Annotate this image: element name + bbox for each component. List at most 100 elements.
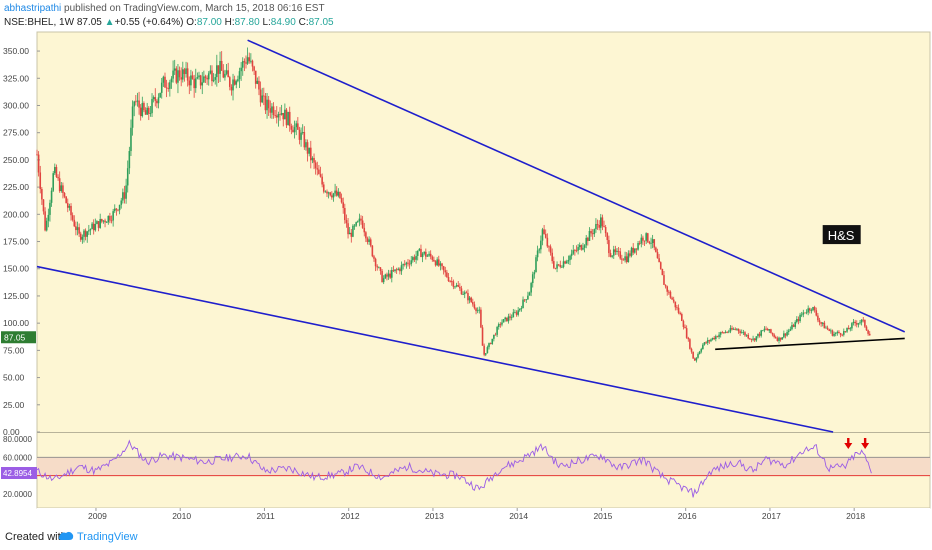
- candle-body: [689, 339, 691, 349]
- candle-body: [855, 323, 858, 325]
- candle-body: [347, 223, 349, 235]
- candle-body: [369, 239, 372, 246]
- candle-body: [559, 264, 562, 267]
- candle-body: [133, 101, 136, 107]
- x-tick-label: 2009: [88, 511, 107, 521]
- candle-body: [804, 312, 806, 314]
- candle-body: [794, 322, 797, 327]
- candle-body: [301, 132, 304, 133]
- candle-body: [436, 259, 438, 266]
- candle-body: [97, 221, 100, 228]
- candle-body: [808, 308, 811, 311]
- candle-body: [340, 197, 343, 203]
- candle-body: [295, 123, 298, 128]
- candle-body: [39, 172, 42, 189]
- candle-body: [186, 68, 189, 81]
- trendline-1: [36, 265, 834, 433]
- candle-body: [259, 89, 262, 103]
- candle-body: [800, 314, 803, 316]
- candle-body: [719, 332, 722, 335]
- candle-body: [548, 246, 550, 248]
- candle-body: [329, 192, 332, 196]
- candle-body: [374, 258, 377, 267]
- candle-body: [752, 338, 754, 340]
- candle-body: [410, 260, 413, 265]
- x-tick-label: 2017: [762, 511, 781, 521]
- candle-body: [122, 192, 124, 201]
- candle-body: [250, 60, 252, 62]
- symbol-line: NSE:BHEL, 1W 87.05 ▲+0.55 (+0.64%) O:87.…: [4, 17, 334, 28]
- candle-body: [603, 226, 605, 228]
- candle-body: [867, 330, 869, 334]
- candle-body: [736, 328, 738, 330]
- candle-body: [160, 82, 163, 93]
- candle-body: [191, 75, 194, 79]
- candle-body: [152, 97, 155, 100]
- candle-body: [420, 248, 422, 258]
- candle-body: [807, 308, 809, 313]
- candle-body: [389, 273, 391, 278]
- candle-body: [405, 262, 408, 265]
- candle-body: [489, 343, 492, 344]
- candle-body: [282, 113, 285, 120]
- candle-body: [233, 79, 236, 85]
- candle-body: [311, 157, 314, 161]
- candle-body: [400, 265, 403, 272]
- candle-body: [149, 113, 152, 114]
- candle-body: [428, 253, 430, 256]
- candle-body: [450, 281, 453, 282]
- candle-body: [463, 292, 466, 295]
- candle-body: [698, 351, 701, 355]
- publish-line: abhastripathi published on TradingView.c…: [4, 3, 325, 14]
- candle-body: [480, 309, 482, 328]
- candle-body: [267, 99, 270, 109]
- candle-body: [345, 220, 348, 224]
- candle-body: [604, 227, 607, 234]
- candle-body: [350, 232, 353, 237]
- candle-body: [335, 190, 338, 196]
- candle-body: [553, 261, 555, 268]
- candle-body: [585, 237, 588, 246]
- candle-body: [285, 109, 288, 126]
- candle-body: [609, 253, 612, 257]
- candle-body: [847, 327, 850, 330]
- candle-body: [776, 338, 779, 341]
- candle-body: [201, 82, 204, 86]
- candle-body: [240, 67, 242, 72]
- candle-body: [551, 252, 553, 262]
- candle-body: [70, 205, 72, 216]
- candle-body: [209, 70, 212, 74]
- candle-body: [316, 168, 319, 170]
- candle-body: [300, 132, 302, 140]
- candle-body: [833, 333, 835, 336]
- candle-body: [297, 123, 299, 130]
- candle-body: [768, 329, 771, 331]
- candle-body: [770, 329, 772, 333]
- candle-body: [517, 310, 519, 315]
- candle-body: [531, 274, 534, 284]
- candle-body: [693, 358, 696, 361]
- candle-body: [784, 333, 787, 336]
- candle-body: [467, 293, 469, 301]
- candle-body: [760, 330, 762, 336]
- tradingview-brand-link[interactable]: TradingView: [77, 531, 138, 543]
- candle-body: [88, 230, 90, 232]
- candle-body: [844, 331, 847, 332]
- candle-body: [47, 214, 50, 221]
- candle-body: [792, 325, 795, 327]
- candle-body: [502, 319, 505, 323]
- candle-body: [128, 151, 131, 169]
- candle-body: [595, 224, 597, 230]
- candle-body: [86, 231, 89, 237]
- tradingview-logo-icon[interactable]: [58, 530, 74, 542]
- candle-body: [326, 191, 328, 194]
- candle-body: [42, 199, 45, 212]
- candle-body: [454, 286, 456, 288]
- candle-body: [805, 312, 808, 314]
- author-link[interactable]: abhastripathi: [4, 3, 62, 14]
- candle-body: [797, 319, 800, 322]
- candle-body: [742, 332, 745, 334]
- candle-body: [839, 333, 842, 335]
- candle-body: [434, 261, 437, 266]
- candle-body: [491, 338, 494, 344]
